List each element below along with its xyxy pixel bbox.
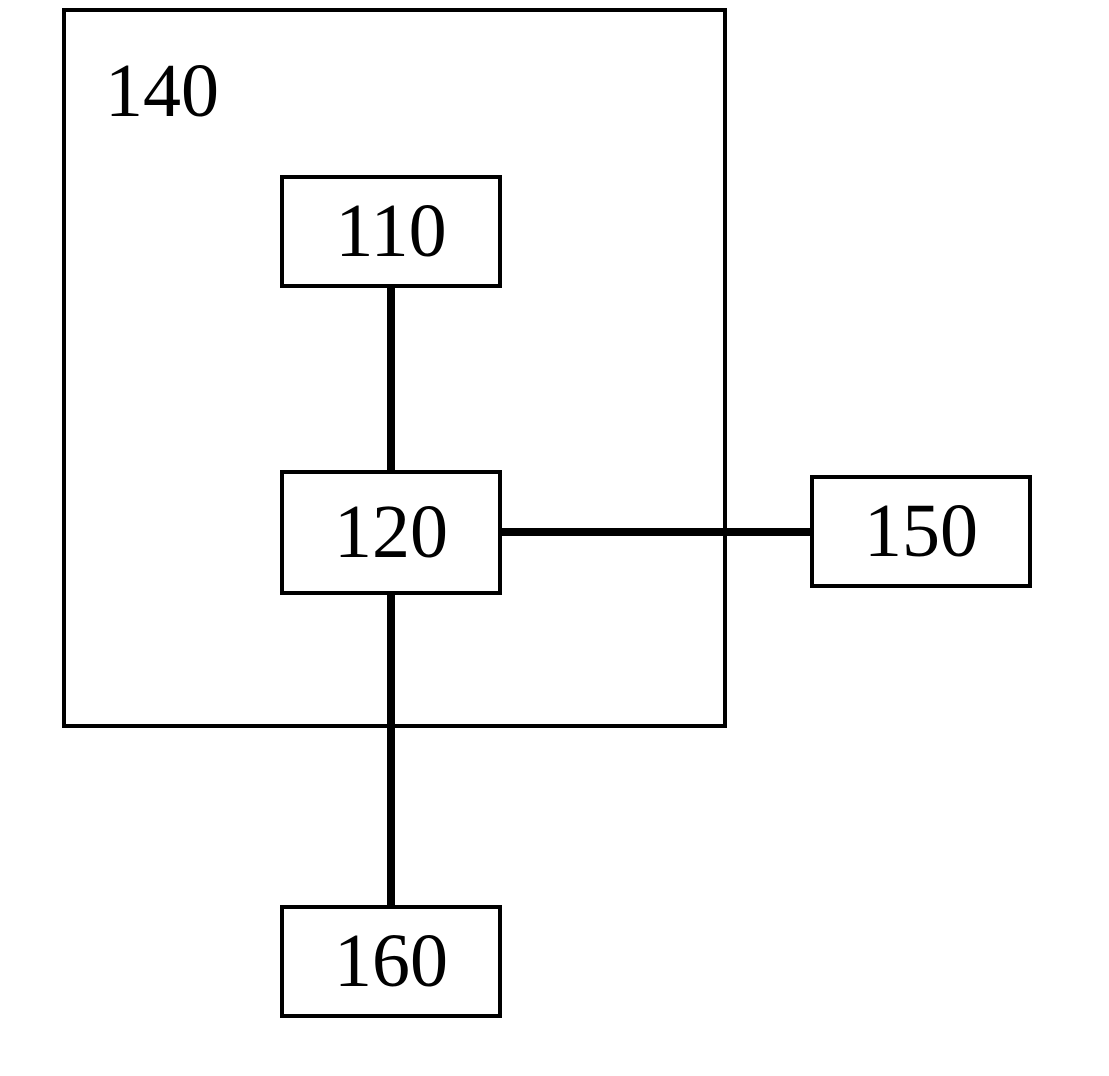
block-diagram: 140 110 120 150 160 bbox=[0, 0, 1109, 1076]
node-label: 150 bbox=[864, 488, 978, 575]
node-110: 110 bbox=[280, 175, 502, 288]
node-160: 160 bbox=[280, 905, 502, 1018]
edge-120-150 bbox=[502, 528, 810, 536]
label-140: 140 bbox=[105, 48, 219, 135]
node-label: 120 bbox=[334, 489, 448, 576]
node-label: 110 bbox=[335, 188, 446, 275]
edge-120-160 bbox=[387, 595, 395, 905]
node-150: 150 bbox=[810, 475, 1032, 588]
node-label: 160 bbox=[334, 918, 448, 1005]
node-120: 120 bbox=[280, 470, 502, 595]
edge-110-120 bbox=[387, 288, 395, 470]
